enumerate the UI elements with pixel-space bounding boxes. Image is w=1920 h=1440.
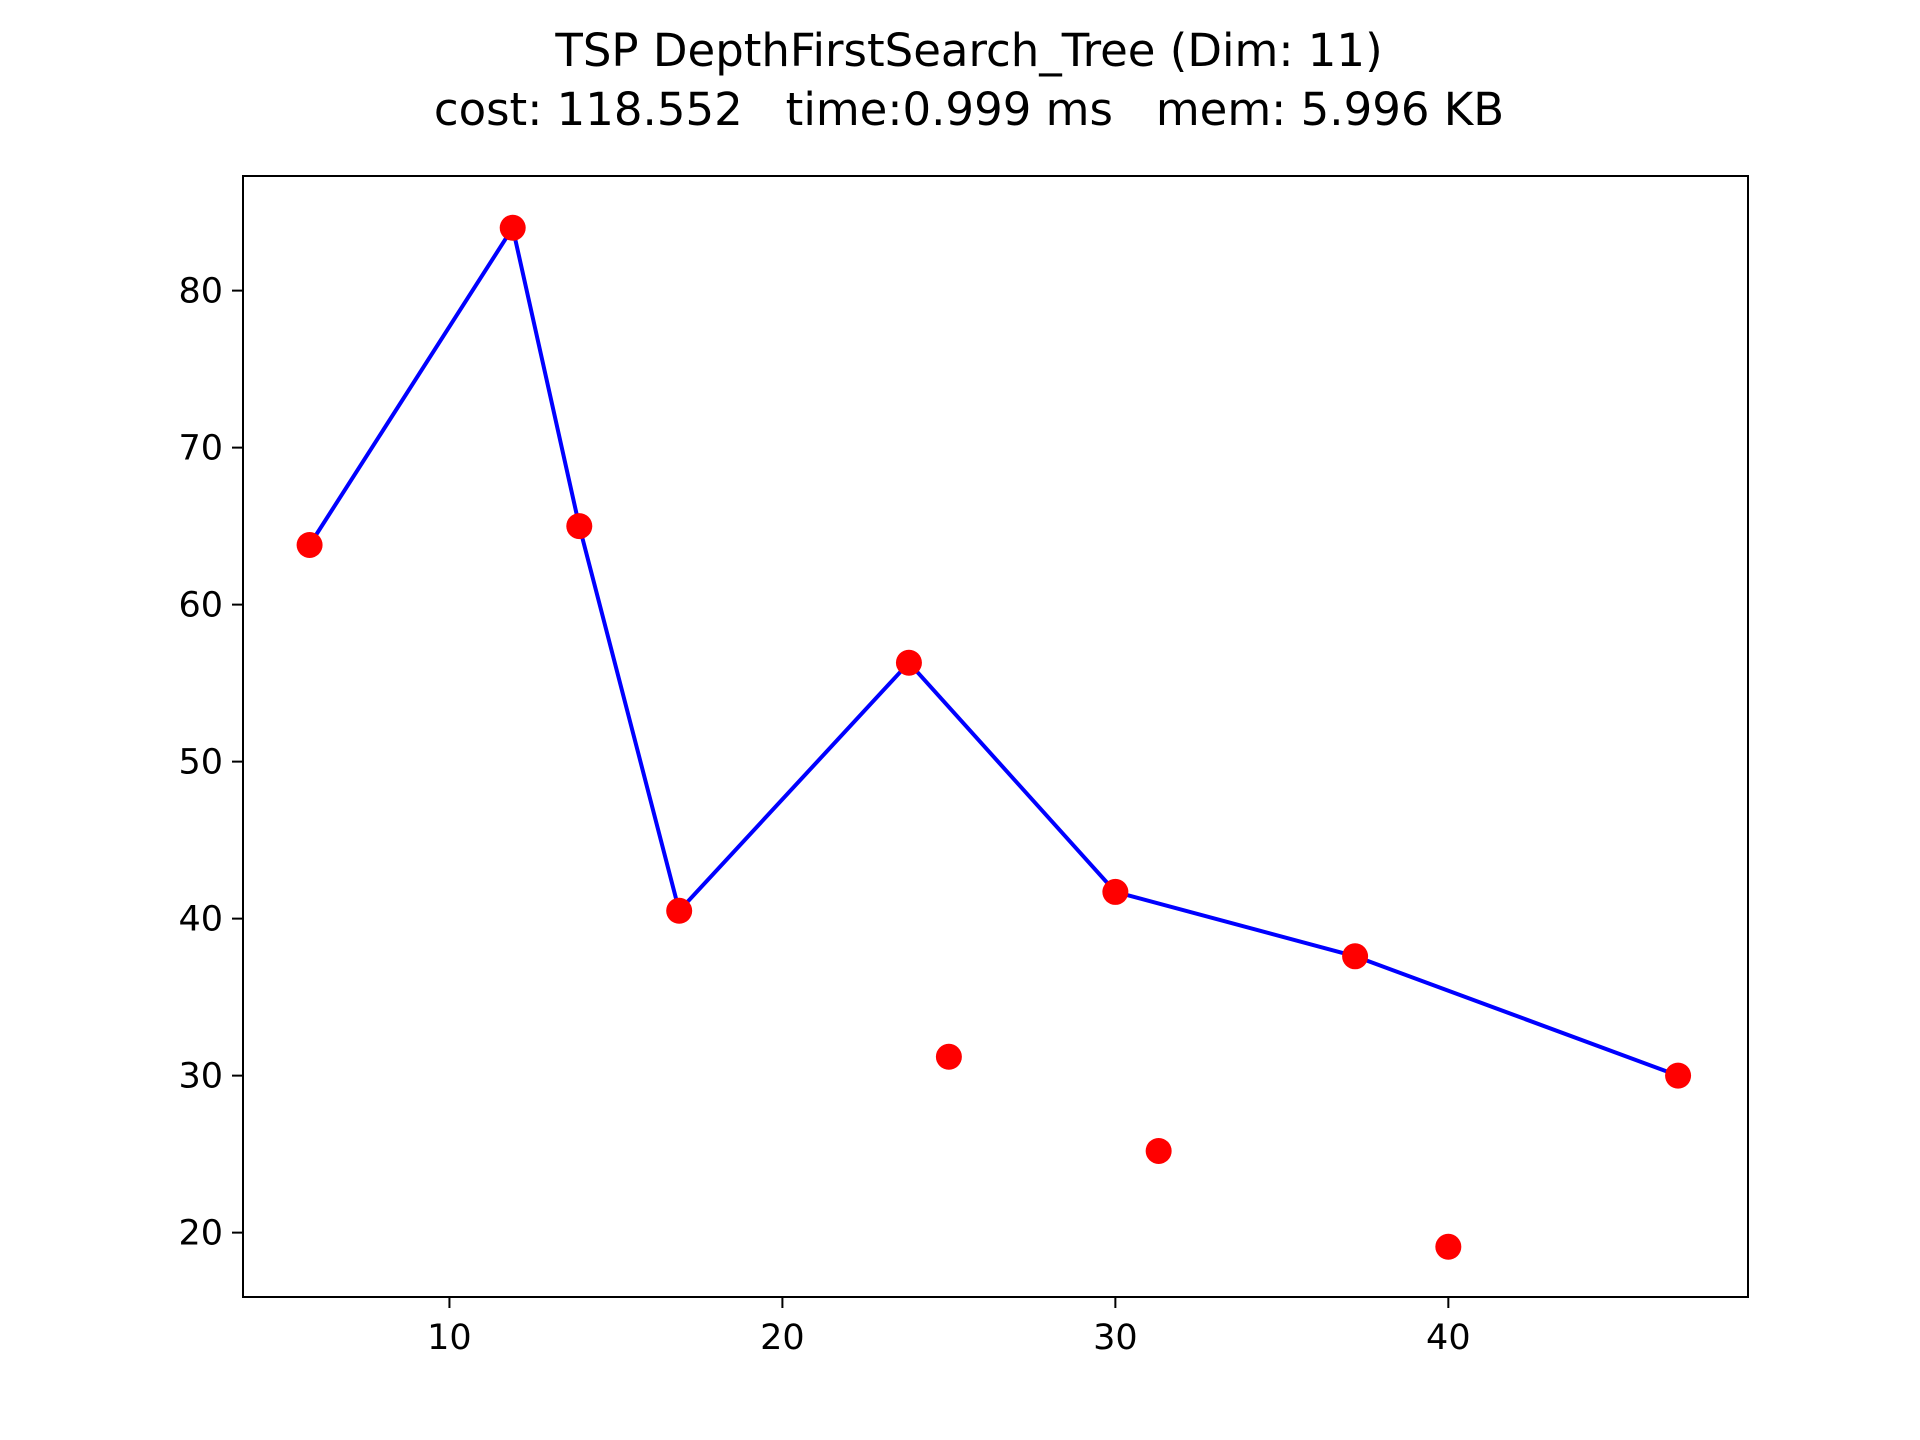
- city-point: [1665, 1062, 1692, 1089]
- x-tick-label: 30: [1093, 1318, 1138, 1358]
- chart-subtitle: cost: 118.552 time:0.999 ms mem: 5.996 K…: [434, 83, 1504, 136]
- y-tick-label: 40: [178, 900, 223, 940]
- city-point: [1102, 878, 1129, 905]
- x-tick-label: 40: [1426, 1318, 1471, 1358]
- city-point: [895, 649, 922, 676]
- chart-title: TSP DepthFirstSearch_Tree (Dim: 11): [554, 24, 1382, 77]
- plot-area-frame: [242, 175, 1749, 1298]
- city-points-layer: [296, 214, 1692, 1260]
- y-tick-label: 50: [178, 743, 223, 783]
- x-tick-label: 20: [760, 1318, 805, 1358]
- tour-path-layer: [307, 225, 1679, 1078]
- city-point: [566, 513, 593, 540]
- y-tick-label: 70: [178, 429, 223, 469]
- city-point: [1145, 1137, 1172, 1164]
- city-point: [296, 531, 323, 558]
- y-tick-label: 30: [178, 1057, 223, 1097]
- y-tick-label: 20: [178, 1214, 223, 1254]
- y-tick-label: 80: [178, 272, 223, 312]
- city-point: [666, 897, 693, 924]
- axis-ticks: 10 20 30 40 20 30 40 50 60 70 80: [178, 272, 1470, 1358]
- city-point: [935, 1043, 962, 1070]
- city-point: [1342, 943, 1369, 970]
- city-point: [499, 214, 526, 241]
- x-tick-label: 10: [427, 1318, 472, 1358]
- y-tick-label: 60: [178, 586, 223, 626]
- city-point: [1435, 1233, 1462, 1260]
- tour-path-line: [307, 225, 1679, 1078]
